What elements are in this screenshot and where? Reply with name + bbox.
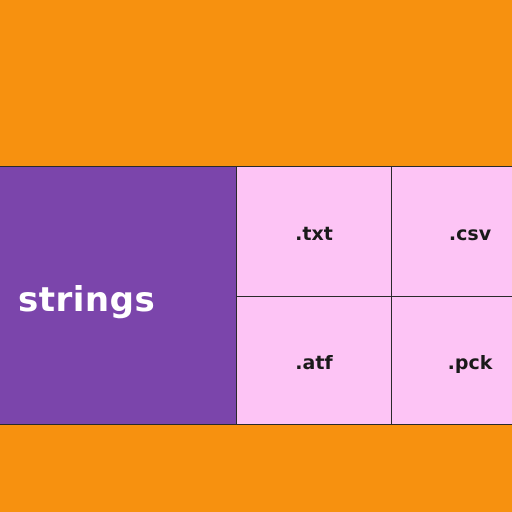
format-tile-csv: .csv bbox=[392, 167, 512, 297]
strings-tile: strings bbox=[0, 167, 237, 424]
format-tile-atf: .atf bbox=[237, 297, 392, 424]
format-tile-pck: .pck bbox=[392, 297, 512, 424]
format-tile-txt: .txt bbox=[237, 167, 392, 297]
strings-label: strings bbox=[18, 279, 156, 320]
format-label: .csv bbox=[448, 222, 492, 245]
format-label: .txt bbox=[295, 222, 333, 245]
format-grid: strings .txt .csv .atf .pck bbox=[0, 166, 512, 425]
format-label: .atf bbox=[295, 351, 333, 374]
format-label: .pck bbox=[447, 351, 493, 374]
